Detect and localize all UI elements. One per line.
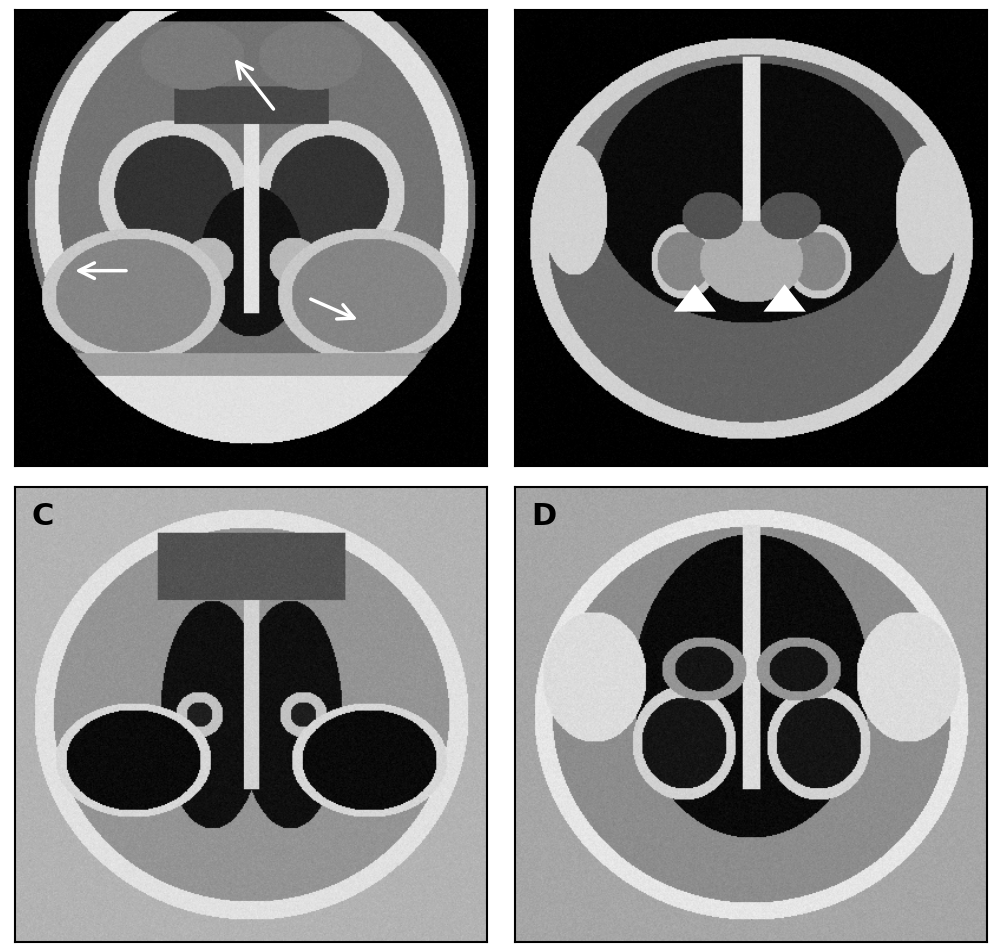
Text: D: D (532, 501, 557, 530)
Text: C: C (32, 501, 54, 530)
Polygon shape (763, 285, 806, 312)
Text: A: A (32, 25, 55, 54)
Text: B: B (532, 25, 555, 54)
Polygon shape (674, 285, 716, 312)
